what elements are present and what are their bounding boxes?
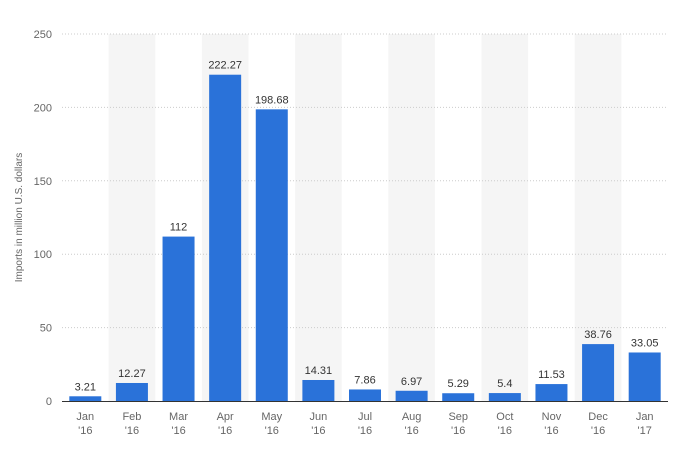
x-tick-label: '16: [218, 425, 232, 437]
y-axis-ticks: 0 50 100 150 200 250: [34, 29, 52, 408]
data-label: 38.76: [584, 329, 612, 341]
data-label: 3.21: [75, 381, 96, 393]
data-label: 33.05: [631, 337, 659, 349]
data-label: 11.53: [538, 369, 565, 381]
data-label: 5.29: [448, 378, 469, 390]
data-label: 6.97: [401, 376, 422, 388]
bar: [69, 396, 102, 401]
background-band: [388, 34, 435, 401]
bar: [395, 390, 428, 401]
x-tick-label: Aug: [402, 411, 422, 423]
bar: [255, 109, 288, 401]
y-tick-label: 0: [46, 396, 52, 408]
x-tick-label: '16: [591, 425, 605, 437]
background-band: [481, 34, 529, 401]
x-tick-label: Jan: [636, 411, 654, 423]
bar: [302, 379, 335, 401]
y-axis-title: Imports in million U.S. dollars: [14, 153, 25, 282]
data-label: 5.4: [497, 378, 512, 390]
bar: [582, 344, 615, 401]
x-tick-label: Dec: [588, 411, 608, 423]
data-labels: 3.21 12.27 112 222.27 198.68 14.31 7.86 6.97 5.2…: [75, 60, 659, 394]
background-band: [295, 34, 342, 401]
bar: [535, 384, 568, 401]
y-tick-label: 100: [34, 249, 52, 261]
y-tick-label: 50: [40, 323, 52, 335]
data-label: 222.27: [208, 60, 242, 72]
x-tick-label: Feb: [122, 411, 141, 423]
data-label: 198.68: [255, 94, 289, 106]
bar: [488, 393, 521, 401]
bar: [628, 352, 661, 401]
x-tick-label: Jan: [76, 411, 94, 423]
x-tick-label: '16: [498, 425, 512, 437]
x-tick-label: Nov: [542, 411, 562, 423]
background-band: [108, 34, 156, 401]
bar: [115, 382, 148, 401]
data-label: 7.86: [354, 374, 375, 386]
x-tick-label: '16: [544, 425, 558, 437]
bar: [349, 389, 381, 401]
x-tick-label: Oct: [496, 411, 513, 423]
y-tick-label: 150: [34, 176, 52, 188]
y-tick-label: 200: [34, 102, 52, 114]
x-tick-label: '16: [265, 425, 279, 437]
x-tick-label: Mar: [169, 411, 188, 423]
x-tick-label: '16: [358, 425, 372, 437]
x-tick-label: Jun: [310, 411, 328, 423]
x-tick-label: May: [261, 411, 282, 423]
x-tick-label: '16: [125, 425, 139, 437]
data-label: 112: [170, 222, 188, 234]
grid-lines: [62, 33, 668, 329]
x-tick-label: '16: [78, 425, 92, 437]
data-label: 14.31: [305, 365, 333, 377]
x-tick-label: '16: [451, 425, 465, 437]
background-band: [574, 34, 622, 401]
x-tick-label: '16: [311, 425, 325, 437]
x-axis-ticks: Jan '16 Feb '16 Mar '16 Apr '16 May '16 Jun '16 Jul '…: [76, 411, 653, 437]
x-tick-label: Sep: [448, 411, 468, 423]
x-tick-label: '17: [638, 425, 652, 437]
data-label: 12.27: [118, 368, 146, 380]
bar: [162, 236, 195, 401]
y-tick-label: 250: [34, 29, 52, 41]
bars: [69, 74, 661, 401]
x-tick-label: Jul: [358, 411, 372, 423]
bar: [442, 393, 475, 401]
x-tick-label: Apr: [217, 411, 234, 423]
bar: [209, 74, 242, 401]
x-tick-label: '16: [404, 425, 418, 437]
x-tick-label: '16: [171, 425, 185, 437]
